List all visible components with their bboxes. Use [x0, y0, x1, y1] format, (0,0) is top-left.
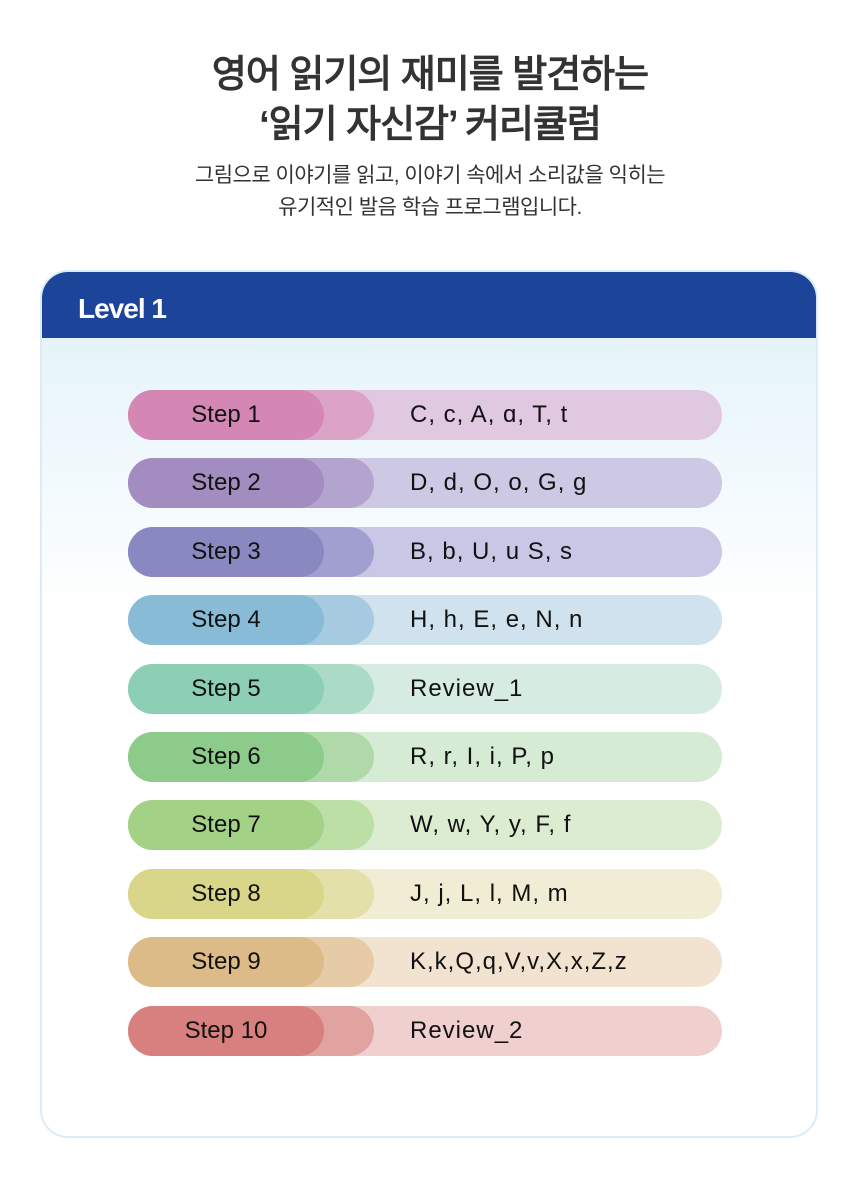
step-row: Step 2 D, d, O, o, G, g: [128, 458, 722, 509]
step-label: Step 4: [128, 595, 324, 646]
page-subtitle: 그림으로 이야기를 읽고, 이야기 속에서 소리값을 익히는 유기적인 발음 학…: [0, 160, 860, 224]
step-label: Step 6: [128, 732, 324, 782]
step-letters: Review_1: [410, 674, 524, 702]
step-label: Step 5: [128, 663, 324, 714]
step-label: Step 1: [128, 390, 324, 440]
step-letters: D, d, O, o, G, g: [410, 469, 588, 497]
title-line-2: ‘읽기 자신감’ 커리큘럼: [259, 104, 602, 146]
step-row: Step 4 H, h, E, e, N, n: [128, 595, 722, 646]
step-letters: K,k,Q,q,V,v,X,x,Z,z: [410, 948, 628, 976]
step-letters: B, b, U, u S, s: [410, 537, 574, 565]
step-letters: Review_2: [410, 1016, 524, 1044]
step-label: Step 9: [128, 937, 324, 988]
step-row: Step 10 Review_2: [128, 1005, 722, 1056]
step-label: Step 10: [128, 1005, 324, 1056]
step-letters: W, w, Y, y, F, f: [410, 811, 572, 839]
step-row: Step 7 W, w, Y, y, F, f: [128, 800, 722, 851]
page-title: 영어 읽기의 재미를 발견하는 ‘읽기 자신감’ 커리큘럼: [0, 50, 860, 150]
step-row: Step 6 R, r, I, i, P, p: [128, 732, 722, 782]
title-line-1: 영어 읽기의 재미를 발견하는: [211, 54, 649, 96]
step-label: Step 3: [128, 526, 324, 577]
step-label: Step 7: [128, 800, 324, 851]
step-row: Step 3 B, b, U, u S, s: [128, 526, 722, 577]
step-letters: C, c, A, ɑ, T, t: [410, 401, 569, 428]
step-letters: J, j, L, l, M, m: [410, 879, 569, 907]
level-header: Level 1: [42, 272, 816, 338]
step-label: Step 8: [128, 868, 324, 919]
step-label: Step 2: [128, 458, 324, 509]
curriculum-card: Level 1 Step 1 C, c, A, ɑ, T, t Step 2 D…: [40, 270, 818, 1138]
step-row: Step 1 C, c, A, ɑ, T, t: [128, 390, 722, 440]
step-row: Step 8 J, j, L, l, M, m: [128, 868, 722, 919]
step-letters: H, h, E, e, N, n: [410, 606, 584, 634]
subtitle-line-2: 유기적인 발음 학습 프로그램입니다.: [278, 196, 582, 219]
subtitle-line-1: 그림으로 이야기를 읽고, 이야기 속에서 소리값을 익히는: [194, 164, 666, 187]
step-row: Step 9 K,k,Q,q,V,v,X,x,Z,z: [128, 937, 722, 988]
step-letters: R, r, I, i, P, p: [410, 743, 555, 770]
step-row: Step 5 Review_1: [128, 663, 722, 714]
